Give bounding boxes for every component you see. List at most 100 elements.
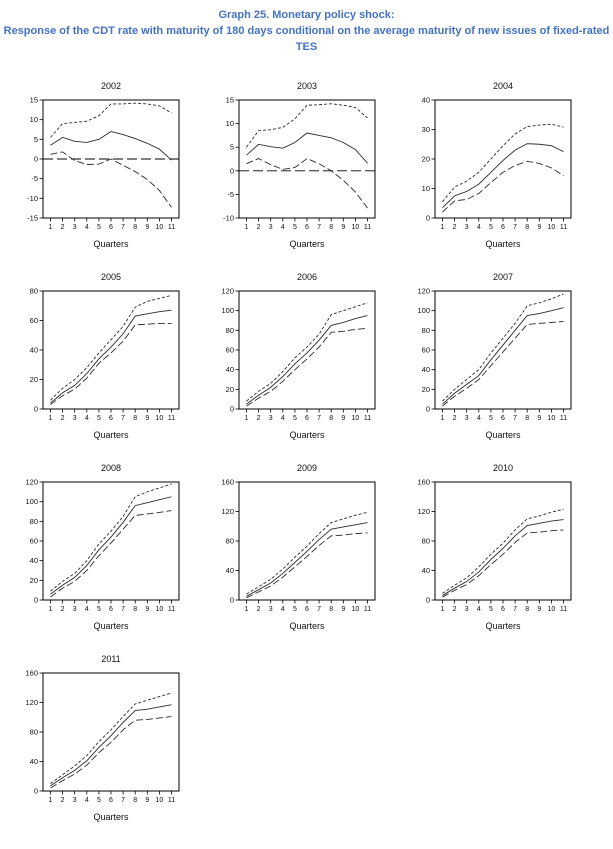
chart-canvas-2008: 0 20 40 60 80 100 120 1 2 3 4 5 6 7 8 9 10 11 2008 Quarters (25, 463, 180, 631)
y-axis-tick-label: 0 (426, 213, 430, 222)
x-axis-tick-label: 2 (453, 606, 457, 613)
y-axis-tick-label: 80 (422, 536, 430, 545)
y-axis-tick-label: 60 (30, 536, 38, 545)
y-axis-tick-label: 60 (226, 345, 234, 354)
y-axis-tick-label: 20 (422, 154, 430, 163)
chart-panel-2008: 0 20 40 60 80 100 120 1 2 3 4 5 6 7 8 9 10 11 2008 Quarters (9, 458, 205, 636)
x-axis-tick-label: 2 (61, 606, 65, 613)
x-axis-tick-label: 2 (453, 224, 457, 231)
y-axis-tick-label: 20 (226, 385, 234, 394)
x-axis-tick-label: 3 (269, 606, 273, 613)
y-axis-tick-label: 0 (34, 786, 38, 795)
x-axis-tick-label: 11 (168, 606, 175, 613)
x-axis-label: Quarters (93, 621, 129, 631)
y-axis-tick-label: 0 (34, 154, 38, 163)
series-upper-band (246, 302, 368, 402)
chart-panel-2006: 0 20 40 60 80 100 120 1 2 3 4 5 6 7 8 9 10 11 2006 Quarters (205, 267, 401, 445)
y-axis-tick-label: 0 (426, 595, 430, 604)
x-axis-tick-label: 6 (109, 606, 113, 613)
y-axis-tick-label: 120 (221, 286, 234, 295)
y-axis-tick-label: 120 (25, 477, 38, 486)
series-lower-band (50, 509, 172, 598)
y-axis-tick-label: -10 (223, 213, 234, 222)
series-response (246, 521, 368, 597)
x-axis-label: Quarters (93, 430, 129, 440)
x-axis-tick-label: 8 (329, 224, 333, 231)
series-upper-band (50, 483, 172, 592)
y-axis-tick-label: 5 (230, 143, 234, 152)
x-axis-tick-label: 7 (513, 415, 517, 422)
x-axis-tick-label: 9 (341, 415, 345, 422)
x-axis-tick-label: 8 (329, 415, 333, 422)
series-lower-band (50, 715, 172, 789)
x-axis-label: Quarters (485, 430, 521, 440)
page-title: Graph 25. Monetary policy shock: Respons… (0, 8, 613, 56)
y-axis-tick-label: 100 (25, 497, 38, 506)
y-axis-tick-label: 80 (30, 286, 38, 295)
chart-canvas-2007: 0 20 40 60 80 100 120 1 2 3 4 5 6 7 8 9 10 11 2007 Quarters (417, 272, 572, 440)
series-lower-band (246, 532, 368, 599)
plot-frame (42, 672, 180, 792)
x-axis-tick-label: 8 (133, 224, 137, 231)
x-axis-tick-label: 10 (548, 415, 556, 422)
series-response (442, 307, 564, 405)
x-axis-tick-label: 10 (548, 224, 556, 231)
series-response (246, 132, 368, 164)
x-axis-label: Quarters (485, 621, 521, 631)
y-axis-tick-label: 80 (226, 536, 234, 545)
chart-panel-2004: 0 10 20 30 40 1 2 3 4 5 6 7 8 9 10 11 2004 Quarters (401, 76, 597, 254)
x-axis-tick-label: 3 (269, 415, 273, 422)
series-lower-band (50, 322, 172, 405)
x-axis-tick-label: 6 (109, 797, 113, 804)
x-axis-tick-label: 5 (293, 606, 297, 613)
x-axis-tick-label: 3 (73, 606, 77, 613)
x-axis-tick-label: 11 (560, 415, 567, 422)
chart-title: 2009 (297, 463, 317, 473)
x-axis-tick-label: 9 (537, 606, 541, 613)
x-axis-tick-label: 7 (121, 797, 125, 804)
x-axis-tick-label: 11 (560, 224, 567, 231)
x-axis-tick-label: 2 (257, 606, 261, 613)
x-axis-tick-label: 4 (85, 606, 89, 613)
series-upper-band (50, 692, 172, 784)
x-axis-tick-label: 3 (465, 224, 469, 231)
series-response (442, 518, 564, 596)
x-axis-tick-label: 10 (156, 224, 164, 231)
series-lower-band (442, 320, 564, 407)
x-axis-tick-label: 8 (525, 415, 529, 422)
x-axis-tick-label: 7 (121, 224, 125, 231)
series-response (50, 309, 172, 404)
series-upper-band (246, 511, 368, 595)
x-axis-tick-label: 9 (537, 415, 541, 422)
series-upper-band (442, 123, 564, 202)
x-axis-tick-label: 7 (317, 415, 321, 422)
y-axis-tick-label: 80 (30, 517, 38, 526)
y-axis-tick-label: 0 (426, 404, 430, 413)
y-axis-tick-label: 20 (30, 375, 38, 384)
chart-title: 2011 (101, 654, 120, 664)
y-axis-tick-label: 60 (422, 345, 430, 354)
y-axis-tick-label: 0 (34, 404, 38, 413)
x-axis-tick-label: 7 (317, 224, 321, 231)
chart-title: 2007 (493, 272, 513, 282)
x-axis-tick-label: 9 (341, 606, 345, 613)
chart-panel-2009: 0 40 80 120 160 1 2 3 4 5 6 7 8 9 10 11 2009 Quarters (205, 458, 401, 636)
chart-panel-2005: 0 20 40 60 80 1 2 3 4 5 6 7 8 9 10 11 2005 Quarters (9, 267, 205, 445)
x-axis-tick-label: 1 (245, 415, 249, 422)
x-axis-label: Quarters (289, 621, 325, 631)
x-axis-label: Quarters (93, 239, 129, 249)
y-axis-tick-label: 40 (226, 365, 234, 374)
series-lower-band (442, 529, 564, 598)
series-upper-band (442, 293, 564, 402)
x-axis-tick-label: 6 (305, 606, 309, 613)
x-axis-tick-label: 3 (73, 224, 77, 231)
x-axis-tick-label: 4 (281, 415, 285, 422)
x-axis-tick-label: 1 (245, 224, 249, 231)
y-axis-tick-label: 0 (230, 595, 234, 604)
x-axis-tick-label: 11 (560, 606, 567, 613)
x-axis-tick-label: 4 (477, 415, 481, 422)
series-response (50, 704, 172, 787)
x-axis-tick-label: 1 (441, 415, 445, 422)
chart-canvas-2002: -15 -10 -5 0 5 10 15 1 2 3 4 5 6 7 8 9 10 11 2002 Quarters (27, 81, 180, 249)
x-axis-tick-label: 3 (73, 415, 77, 422)
